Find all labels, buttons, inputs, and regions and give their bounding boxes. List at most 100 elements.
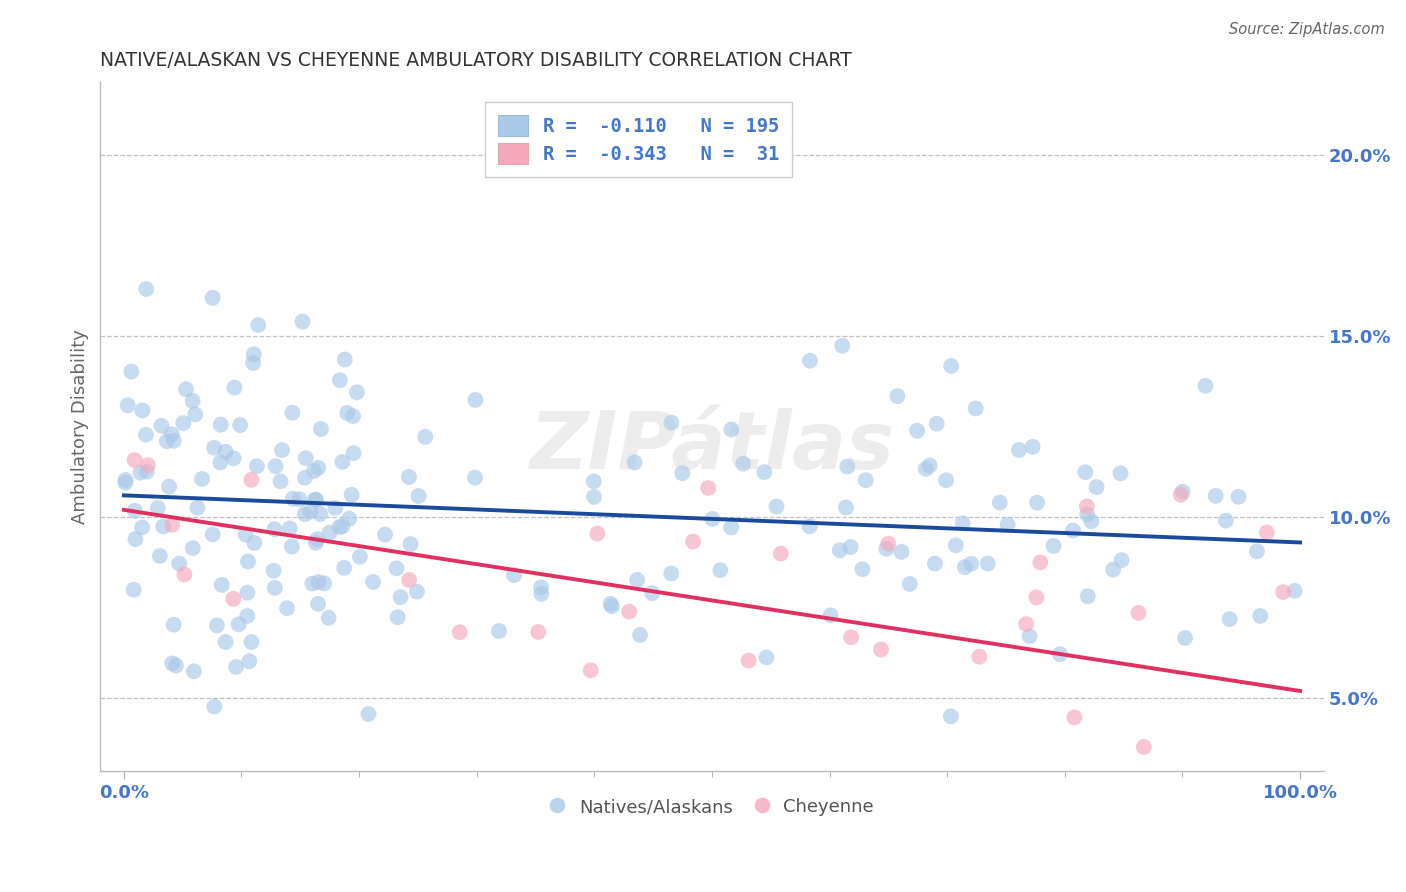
Point <box>281 406 304 420</box>
Point <box>235 527 257 541</box>
Point <box>464 392 486 407</box>
Point <box>1021 440 1043 454</box>
Point <box>346 385 368 400</box>
Point <box>167 557 190 571</box>
Point <box>939 709 962 723</box>
Point <box>626 573 648 587</box>
Point <box>172 416 194 430</box>
Point <box>215 445 238 459</box>
Point <box>160 657 183 671</box>
Point <box>799 519 821 533</box>
Point <box>641 586 664 600</box>
Point <box>173 567 195 582</box>
Point <box>129 466 152 480</box>
Point <box>342 409 364 423</box>
Point <box>1181 781 1204 796</box>
Point <box>333 561 356 575</box>
Point <box>385 561 408 575</box>
Point <box>464 470 486 484</box>
Point <box>243 536 266 550</box>
Point <box>399 537 422 551</box>
Point <box>839 630 862 644</box>
Point <box>1076 500 1098 514</box>
Point <box>941 359 963 373</box>
Point <box>281 540 304 554</box>
Point <box>925 417 948 431</box>
Point <box>201 527 224 541</box>
Point <box>1284 583 1306 598</box>
Point <box>449 625 471 640</box>
Point <box>799 353 821 368</box>
Point <box>527 624 550 639</box>
Point <box>1227 490 1250 504</box>
Point <box>209 417 232 432</box>
Point <box>304 492 326 507</box>
Point <box>302 464 325 478</box>
Point <box>890 545 912 559</box>
Point <box>599 597 621 611</box>
Point <box>120 365 142 379</box>
Point <box>309 422 332 436</box>
Point <box>224 381 246 395</box>
Point <box>294 471 316 485</box>
Point <box>886 389 908 403</box>
Point <box>702 512 724 526</box>
Point <box>1076 508 1098 522</box>
Point <box>152 519 174 533</box>
Point <box>720 520 742 534</box>
Point <box>264 459 287 474</box>
Point <box>398 470 420 484</box>
Text: NATIVE/ALASKAN VS CHEYENNE AMBULATORY DISABILITY CORRELATION CHART: NATIVE/ALASKAN VS CHEYENNE AMBULATORY DI… <box>100 51 852 70</box>
Point <box>769 547 792 561</box>
Point <box>156 434 179 449</box>
Point <box>1170 488 1192 502</box>
Point <box>323 500 346 515</box>
Point <box>271 443 294 458</box>
Point <box>870 642 893 657</box>
Point <box>149 549 172 563</box>
Point <box>828 543 851 558</box>
Point <box>131 403 153 417</box>
Point <box>697 481 720 495</box>
Point <box>236 609 259 624</box>
Y-axis label: Ambulatory Disability: Ambulatory Disability <box>72 329 89 524</box>
Point <box>136 458 159 473</box>
Point <box>243 347 266 361</box>
Point <box>997 517 1019 532</box>
Point <box>263 522 285 536</box>
Point <box>953 560 976 574</box>
Point <box>579 663 602 677</box>
Point <box>1174 631 1197 645</box>
Point <box>174 382 197 396</box>
Point <box>205 618 228 632</box>
Point <box>977 557 1000 571</box>
Point <box>349 549 371 564</box>
Point <box>1109 467 1132 481</box>
Point <box>184 408 207 422</box>
Point <box>898 577 921 591</box>
Point <box>905 424 928 438</box>
Point <box>294 508 316 522</box>
Point <box>1018 629 1040 643</box>
Point <box>135 282 157 296</box>
Point <box>582 490 605 504</box>
Point <box>209 455 232 469</box>
Point <box>1077 589 1099 603</box>
Point <box>165 658 187 673</box>
Point <box>1062 524 1084 538</box>
Point <box>225 660 247 674</box>
Point <box>336 406 359 420</box>
Point <box>342 446 364 460</box>
Point <box>301 576 323 591</box>
Point <box>530 581 553 595</box>
Point <box>1256 525 1278 540</box>
Point <box>307 597 329 611</box>
Point <box>333 352 356 367</box>
Point <box>988 495 1011 509</box>
Point <box>299 505 322 519</box>
Point <box>307 532 329 546</box>
Point <box>754 465 776 479</box>
Point <box>1128 606 1150 620</box>
Point <box>202 441 225 455</box>
Point <box>201 291 224 305</box>
